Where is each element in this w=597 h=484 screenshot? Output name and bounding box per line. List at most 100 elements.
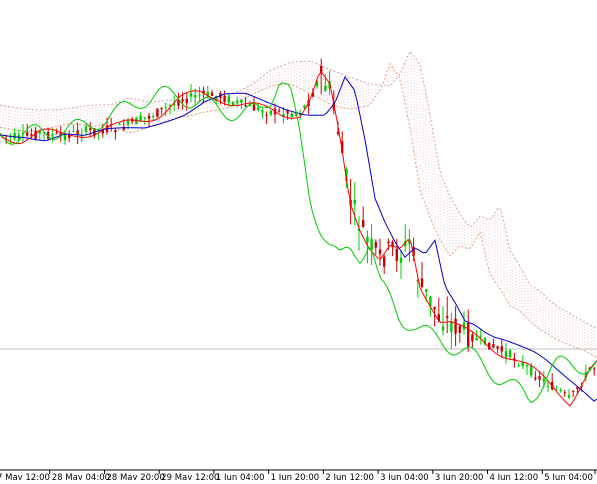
candle-body-11 xyxy=(47,132,50,139)
candle-body-9 xyxy=(38,131,41,134)
candle-body-33 xyxy=(139,115,142,121)
candle-body-104 xyxy=(437,314,440,321)
tenkan-sen-line xyxy=(0,70,597,407)
candle-body-106 xyxy=(446,316,449,319)
candle-body-89 xyxy=(374,242,377,248)
candle-body-91 xyxy=(383,256,386,267)
candle-body-24 xyxy=(101,129,104,134)
candle-body-80 xyxy=(336,132,340,134)
candle-body-32 xyxy=(135,117,138,125)
candle-body-129 xyxy=(542,378,545,382)
x-tick-label-8: 3 Jun 20:00 xyxy=(435,473,484,480)
candle-body-124 xyxy=(521,362,524,366)
candle-body-108 xyxy=(454,318,457,334)
candle-body-141 xyxy=(593,368,596,370)
candle-body-122 xyxy=(513,358,516,361)
candle-body-41 xyxy=(173,103,176,106)
senkou-span-b-line xyxy=(0,50,597,329)
candle-body-19 xyxy=(80,135,83,137)
candle-body-8 xyxy=(34,130,37,139)
candle-body-130 xyxy=(546,386,550,388)
candle-body-54 xyxy=(227,96,230,103)
candle-body-39 xyxy=(164,107,167,109)
candle-body-62 xyxy=(261,110,264,113)
x-tick-label-4: 1 Jun 04:00 xyxy=(216,473,265,480)
candle-body-38 xyxy=(160,107,163,110)
candle-body-102 xyxy=(429,296,432,307)
candle-body-63 xyxy=(265,114,268,116)
candle-body-55 xyxy=(231,101,235,106)
candle-body-71 xyxy=(299,114,302,116)
candle-body-45 xyxy=(189,93,193,97)
candle-body-118 xyxy=(496,346,499,349)
candle-body-115 xyxy=(483,337,487,345)
candle-body-40 xyxy=(168,105,172,107)
candle-body-13 xyxy=(55,132,58,134)
candle-body-23 xyxy=(97,129,100,131)
candle-body-74 xyxy=(311,92,314,97)
candle-body-136 xyxy=(572,390,575,392)
candle-body-57 xyxy=(240,99,243,103)
candle-body-22 xyxy=(93,128,96,136)
candle-body-126 xyxy=(530,366,533,376)
x-tick-label-6: 2 Jun 12:00 xyxy=(325,473,374,480)
candle-body-94 xyxy=(395,248,398,261)
candle-body-16 xyxy=(68,134,71,139)
candle-body-42 xyxy=(177,100,180,106)
candle-body-120 xyxy=(504,351,508,358)
candle-body-92 xyxy=(387,241,390,244)
x-tick-label-3: 29 May 12:00 xyxy=(161,473,219,480)
candle-body-84 xyxy=(353,200,356,204)
candle-body-59 xyxy=(248,104,251,106)
candle-body-134 xyxy=(563,392,566,394)
x-tick-label-9: 4 Jun 12:00 xyxy=(490,473,539,480)
kijun-sen-line xyxy=(0,75,597,402)
candle-body-37 xyxy=(156,108,159,117)
candle-body-123 xyxy=(517,365,520,366)
candle-body-82 xyxy=(345,168,348,182)
candle-body-61 xyxy=(257,107,260,110)
candle-body-95 xyxy=(399,257,403,263)
x-tick-label-0: 7 May 12:00 xyxy=(0,473,50,480)
candle-body-14 xyxy=(59,132,62,136)
candle-body-30 xyxy=(126,120,130,125)
candle-body-10 xyxy=(42,132,46,134)
candle-body-99 xyxy=(416,279,419,282)
candle-body-137 xyxy=(576,387,579,389)
candle-body-78 xyxy=(328,81,331,89)
candle-body-100 xyxy=(420,278,424,287)
candle-body-139 xyxy=(584,372,587,378)
candle-body-6 xyxy=(26,132,29,136)
candle-body-109 xyxy=(458,326,461,333)
candle-body-58 xyxy=(244,105,247,107)
candle-body-101 xyxy=(425,289,428,292)
x-tick-label-2: 28 May 20:00 xyxy=(106,473,164,480)
candle-body-72 xyxy=(303,105,306,108)
x-tick-label-7: 3 Jun 04:00 xyxy=(380,473,429,480)
senkou-span-a-line xyxy=(0,62,597,358)
candle-body-121 xyxy=(509,350,512,358)
candle-body-117 xyxy=(492,344,495,348)
candle-body-46 xyxy=(194,95,197,98)
candle-body-119 xyxy=(500,346,503,352)
candle-body-17 xyxy=(72,131,75,132)
candle-body-64 xyxy=(269,110,272,115)
candle-body-105 xyxy=(441,326,445,331)
candle-body-35 xyxy=(147,115,151,119)
candle-body-81 xyxy=(341,141,344,153)
candle-body-127 xyxy=(534,377,537,380)
x-tick-label-1: 28 May 04:00 xyxy=(52,473,110,480)
candle-body-116 xyxy=(488,342,491,350)
candle-body-18 xyxy=(76,130,79,136)
candle-body-20 xyxy=(84,126,88,132)
candle-body-60 xyxy=(252,104,256,111)
candle-body-96 xyxy=(404,241,407,247)
candle-body-7 xyxy=(30,134,33,136)
candle-body-15 xyxy=(63,134,67,141)
candle-body-43 xyxy=(181,99,184,102)
candle-body-51 xyxy=(215,96,218,101)
